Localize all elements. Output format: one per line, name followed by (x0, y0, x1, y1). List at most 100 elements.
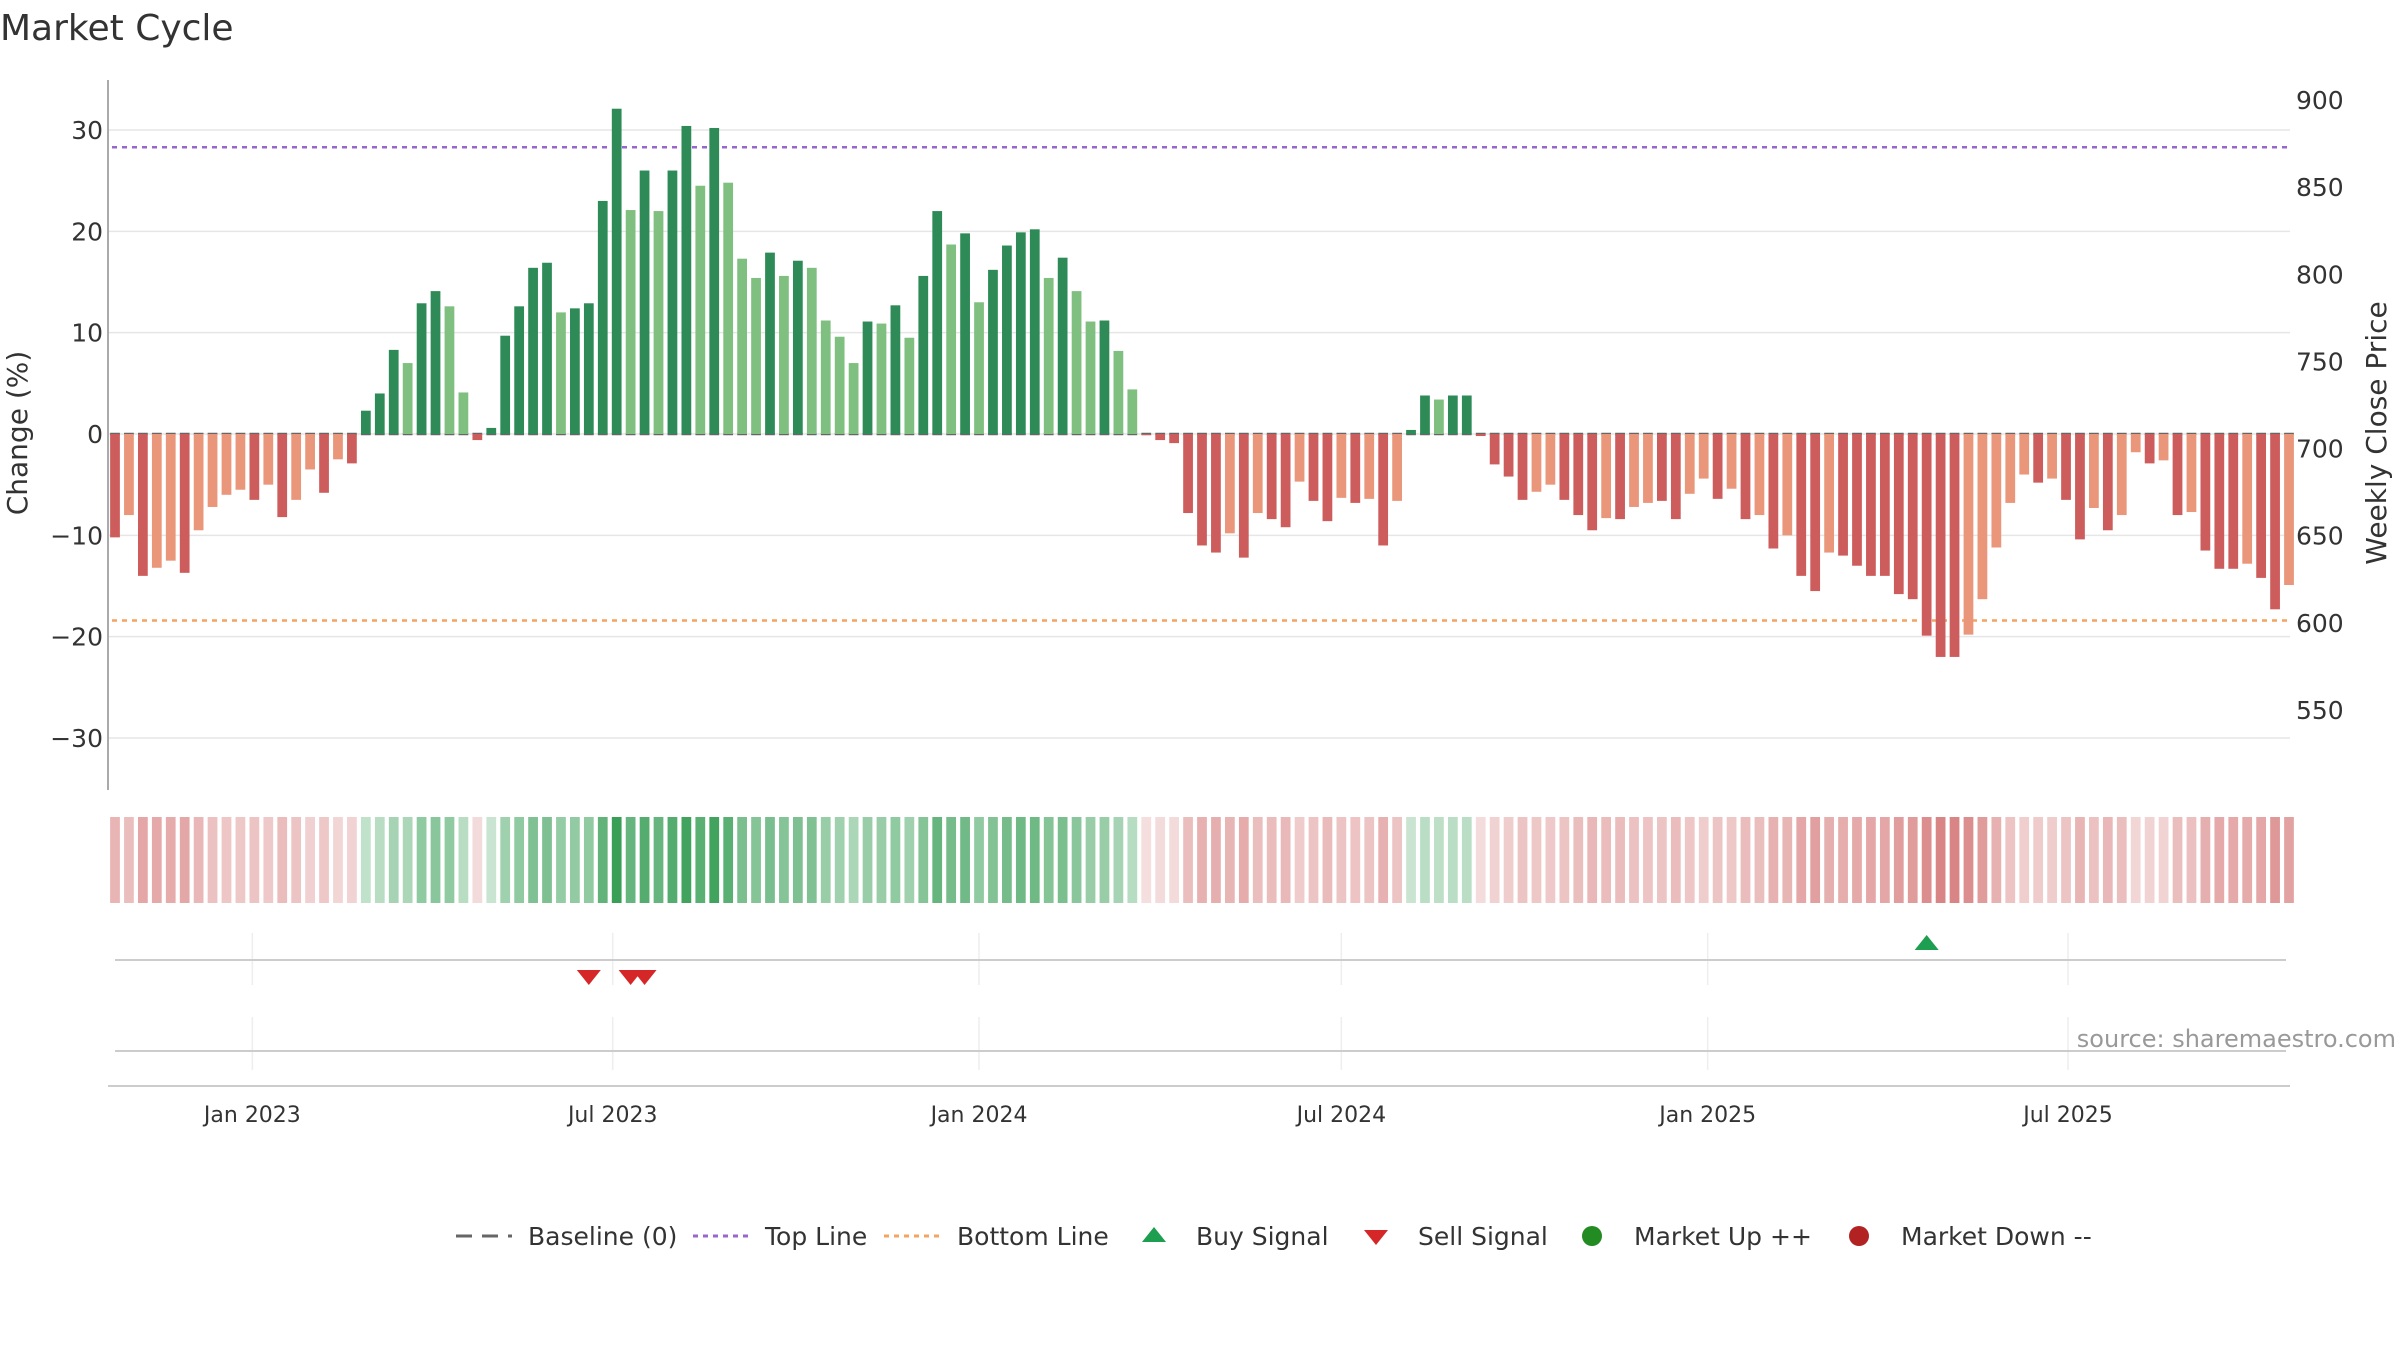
bar-down (1559, 434, 1570, 500)
heat-cell (110, 817, 120, 903)
bar-down (2144, 434, 2155, 464)
y2-tick-label: 750 (2296, 347, 2344, 376)
heat-cell (1364, 817, 1375, 903)
y-tick-label: −20 (50, 623, 103, 652)
heat-cell (1991, 817, 2002, 903)
heat-cell (862, 817, 873, 903)
bar-down (207, 434, 218, 507)
bar-down (1712, 434, 1723, 499)
bar-down (1197, 434, 1207, 546)
heat-cell (1559, 817, 1570, 903)
y2-tick-label: 600 (2296, 609, 2344, 638)
bar-up (1406, 429, 1416, 434)
heat-cell (1197, 817, 1207, 903)
heat-cell (1601, 817, 1612, 903)
heat-cell (360, 817, 371, 903)
heat-cell (1657, 817, 1667, 903)
bar-down (235, 434, 246, 490)
y2-tick-label: 650 (2296, 522, 2344, 551)
heat-cell (1545, 817, 1556, 903)
bar-down (1907, 434, 1918, 600)
heat-cell (583, 817, 594, 903)
heat-cell (402, 817, 413, 903)
bar-up (416, 303, 427, 434)
y-tick-label: 0 (87, 420, 103, 449)
bar-down (2270, 434, 2280, 610)
heat-cell (1015, 817, 1026, 903)
bar-down (2130, 434, 2141, 453)
x-tick-label: Jan 2024 (929, 1103, 1028, 1128)
y2-tick-label: 550 (2296, 696, 2344, 725)
bar-down (2047, 434, 2057, 479)
heat-cell (1085, 817, 1096, 903)
bar-down (1782, 434, 1793, 536)
bar-up (737, 258, 747, 434)
bar-down (179, 434, 190, 573)
legend-label: Sell Signal (1418, 1222, 1548, 1251)
heat-cell (1810, 817, 1821, 903)
bar-down (1573, 434, 1584, 516)
heat-cell (500, 817, 511, 903)
heat-cell (528, 817, 538, 903)
bar-down (1224, 434, 1235, 534)
heat-cell (1099, 817, 1110, 903)
legend-label: Buy Signal (1196, 1222, 1329, 1251)
legend-symbol-market-down (1849, 1226, 1869, 1246)
chart-title: Market Cycle (0, 8, 234, 49)
heat-cell (2089, 817, 2099, 903)
bar-up (848, 363, 859, 434)
bar-up (583, 303, 594, 434)
heat-cell (333, 817, 343, 903)
legend-item-top: Top Line (693, 1222, 867, 1251)
bar-down (1169, 434, 1180, 444)
bar-down (1810, 434, 1821, 592)
heat-cell (779, 817, 789, 903)
heat-cell (1740, 817, 1751, 903)
heat-cell (1224, 817, 1235, 903)
bar-up (597, 200, 608, 434)
legend-item-buy: Buy Signal (1142, 1222, 1329, 1251)
bar-down (1921, 434, 1932, 636)
bar-up (1447, 395, 1458, 434)
heat-cell (1155, 817, 1166, 903)
heat-cell (2019, 817, 2030, 903)
bar-down (1322, 434, 1333, 522)
bar-down (2005, 434, 2016, 503)
heat-cell (1252, 817, 1263, 903)
heat-cell (1698, 817, 1709, 903)
heat-cell (2284, 817, 2294, 903)
bar-down (151, 434, 162, 568)
bar-down (1601, 434, 1612, 519)
bar-down (472, 434, 483, 441)
bar-down (2214, 434, 2225, 569)
x-tick-label: Jul 2023 (566, 1103, 658, 1128)
heat-cell (416, 817, 427, 903)
bar-down (2116, 434, 2127, 516)
bar-down (1141, 434, 1152, 436)
heat-cell (1587, 817, 1598, 903)
bar-down (1879, 434, 1890, 576)
bar-down (1392, 434, 1402, 501)
bar-up (528, 267, 538, 434)
heat-cell (2270, 817, 2280, 903)
heat-cell (1879, 817, 1890, 903)
x-axis-ticks: Jan 2023 Jul 2023 Jan 2024 Jul 2024 Jan 2025… (108, 1085, 2290, 1128)
heat-cell (2047, 817, 2057, 903)
y-tick-label: 20 (71, 217, 103, 246)
heat-cell (946, 817, 957, 903)
heat-cell (695, 817, 706, 903)
bar-down (2102, 434, 2113, 531)
bar-up (1015, 232, 1026, 434)
bar-up (974, 302, 984, 434)
heat-cell (1977, 817, 1988, 903)
bar-down (1364, 434, 1375, 499)
legend-item-down: Market Down -- (1849, 1222, 2092, 1251)
bar-down (1698, 434, 1709, 479)
bar-down (1768, 434, 1779, 549)
bar-down (1684, 434, 1695, 494)
bar-up (1127, 389, 1138, 434)
bar-up (792, 260, 803, 434)
heat-cell (2130, 817, 2141, 903)
bar-down (1238, 434, 1249, 558)
heat-cell (1447, 817, 1458, 903)
